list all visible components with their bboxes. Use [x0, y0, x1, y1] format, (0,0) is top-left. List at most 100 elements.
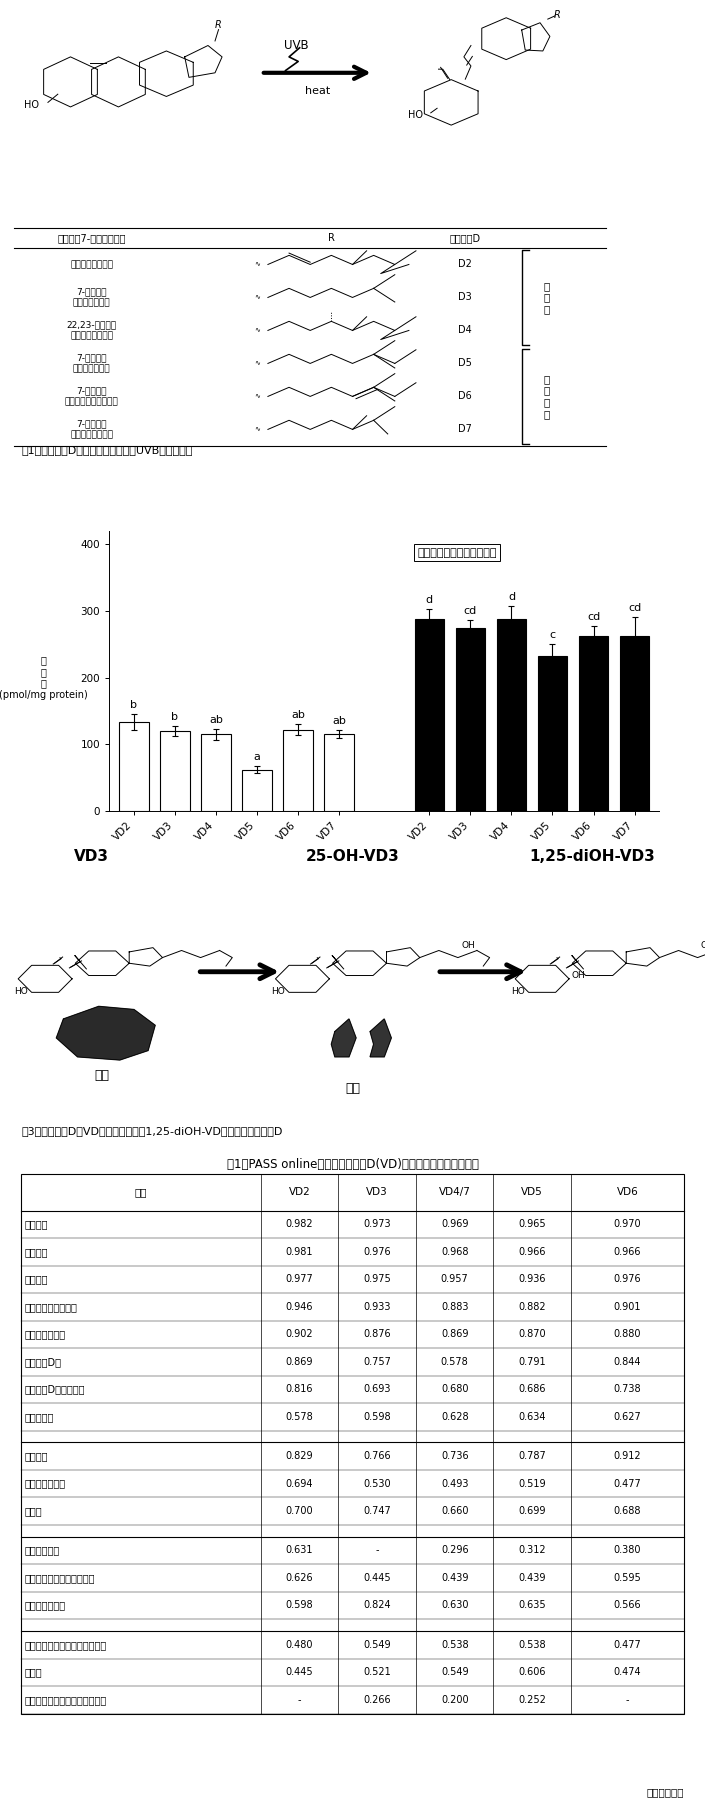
Bar	[579, 637, 608, 812]
Text: heat: heat	[305, 86, 330, 95]
Text: 0.252: 0.252	[518, 1696, 546, 1705]
Text: 0.829: 0.829	[286, 1451, 314, 1462]
Text: 吸
収
量
(pmol/mg protein): 吸 収 量 (pmol/mg protein)	[0, 655, 88, 700]
Text: 0.538: 0.538	[518, 1640, 546, 1651]
Text: OH: OH	[701, 941, 705, 950]
Text: -: -	[298, 1696, 301, 1705]
Text: 表1　PASS onlineによるビタミンD(VD)の機能シミュレーション: 表1 PASS onlineによるビタミンD(VD)の機能シミュレーション	[226, 1157, 479, 1172]
Text: 図1　ビタミンDと前駆体の構造式、UVBによる変換: 図1 ビタミンDと前駆体の構造式、UVBによる変換	[21, 445, 192, 455]
Text: d: d	[508, 592, 515, 601]
Text: 0.965: 0.965	[518, 1219, 546, 1229]
Text: 0.700: 0.700	[286, 1507, 314, 1516]
Text: 0.200: 0.200	[441, 1696, 469, 1705]
Text: 0.901: 0.901	[613, 1301, 642, 1312]
Bar	[496, 619, 526, 812]
Text: 免疫調整: 免疫調整	[25, 1451, 48, 1462]
Text: 0.266: 0.266	[363, 1696, 391, 1705]
Text: 0.578: 0.578	[286, 1411, 314, 1422]
Text: 0.480: 0.480	[286, 1640, 314, 1651]
Text: 7-デヒドロ
シトステロール: 7-デヒドロ シトステロール	[73, 355, 111, 373]
Text: ab: ab	[209, 715, 223, 725]
Text: 0.844: 0.844	[613, 1357, 642, 1366]
Text: 0.493: 0.493	[441, 1478, 469, 1489]
Text: 0.578: 0.578	[441, 1357, 469, 1366]
Text: 0.680: 0.680	[441, 1384, 469, 1395]
Text: cd: cd	[464, 605, 477, 616]
Text: D6: D6	[458, 391, 472, 401]
Text: a: a	[254, 752, 260, 763]
Text: c: c	[549, 630, 556, 641]
Text: 抗多発性硬化: 抗多発性硬化	[25, 1546, 60, 1555]
Text: 抗糖尿（１型）: 抗糖尿（１型）	[25, 1600, 66, 1611]
Text: ビタミンD受容体作動: ビタミンD受容体作動	[25, 1384, 85, 1395]
Text: ∿: ∿	[255, 425, 260, 432]
Text: ∿: ∿	[255, 293, 260, 299]
Text: 有
機
合
成: 有 機 合 成	[544, 374, 549, 419]
Text: 0.477: 0.477	[613, 1478, 642, 1489]
Text: D5: D5	[458, 358, 472, 369]
Text: 0.635: 0.635	[518, 1600, 546, 1611]
Text: 0.630: 0.630	[441, 1600, 469, 1611]
Text: VD2: VD2	[289, 1188, 310, 1197]
Text: HO: HO	[511, 986, 525, 995]
Text: UVB: UVB	[284, 40, 308, 52]
Text: 腎臓: 腎臓	[345, 1082, 360, 1094]
Text: 0.312: 0.312	[518, 1546, 546, 1555]
Text: 25-OH-VD3: 25-OH-VD3	[306, 850, 399, 864]
Text: ab: ab	[291, 711, 305, 720]
Text: d: d	[426, 596, 433, 605]
Text: 0.966: 0.966	[613, 1247, 642, 1256]
Text: cd: cd	[587, 612, 600, 623]
Text: R: R	[328, 232, 335, 243]
Text: 0.933: 0.933	[363, 1301, 391, 1312]
Text: 0.694: 0.694	[286, 1478, 314, 1489]
Text: HO: HO	[408, 110, 424, 119]
Text: ビタミン: ビタミン	[25, 1274, 48, 1283]
Text: R: R	[553, 9, 560, 20]
Text: 0.976: 0.976	[363, 1247, 391, 1256]
Text: 0.445: 0.445	[286, 1667, 314, 1678]
Text: ∿: ∿	[255, 261, 260, 266]
Text: （＋）　リゾリン脂質有り: （＋） リゾリン脂質有り	[417, 547, 497, 558]
Text: 抗骨疲弊: 抗骨疲弊	[25, 1247, 48, 1256]
Polygon shape	[331, 1019, 356, 1057]
Text: 抗真菌: 抗真菌	[25, 1667, 42, 1678]
Text: VD6: VD6	[617, 1188, 638, 1197]
Text: 0.969: 0.969	[441, 1219, 469, 1229]
Text: 0.883: 0.883	[441, 1301, 469, 1312]
Text: 0.738: 0.738	[613, 1384, 642, 1395]
Text: 0.530: 0.530	[363, 1478, 391, 1489]
Text: 0.936: 0.936	[518, 1274, 546, 1283]
Text: 0.957: 0.957	[441, 1274, 469, 1283]
Text: 0.824: 0.824	[363, 1600, 391, 1611]
Text: 0.757: 0.757	[363, 1357, 391, 1366]
Text: 0.870: 0.870	[518, 1328, 546, 1339]
Bar	[283, 729, 313, 812]
Bar	[324, 734, 354, 812]
Text: 0.631: 0.631	[286, 1546, 314, 1555]
Text: 0.973: 0.973	[363, 1219, 391, 1229]
Polygon shape	[56, 1006, 155, 1060]
Text: 0.549: 0.549	[363, 1640, 391, 1651]
Text: 1,25-diOH-VD3: 1,25-diOH-VD3	[529, 850, 655, 864]
Text: 骨形成促進: 骨形成促進	[25, 1411, 54, 1422]
Text: R: R	[215, 20, 222, 31]
Text: 抗炎症: 抗炎症	[25, 1507, 42, 1516]
Text: ∿: ∿	[255, 392, 260, 398]
Text: ビタミンD: ビタミンD	[450, 232, 481, 243]
Text: 抗パーキンソン、硬直緩和: 抗パーキンソン、硬直緩和	[25, 1573, 95, 1582]
Text: 0.549: 0.549	[441, 1667, 469, 1678]
Text: 7-デヒドロ
コレステロール: 7-デヒドロ コレステロール	[73, 288, 111, 308]
Text: 0.791: 0.791	[518, 1357, 546, 1366]
Text: ∿: ∿	[255, 360, 260, 365]
Text: 0.982: 0.982	[286, 1219, 314, 1229]
Text: 0.598: 0.598	[363, 1411, 391, 1422]
Text: -: -	[626, 1696, 629, 1705]
Text: 0.296: 0.296	[441, 1546, 469, 1555]
Text: 0.598: 0.598	[286, 1600, 314, 1611]
Bar	[201, 734, 231, 812]
Text: 肝臓: 肝臓	[94, 1069, 110, 1082]
Bar	[455, 628, 485, 812]
Text: 前駆体（7-デヒドロ体）: 前駆体（7-デヒドロ体）	[57, 232, 126, 243]
Text: 0.787: 0.787	[518, 1451, 546, 1462]
